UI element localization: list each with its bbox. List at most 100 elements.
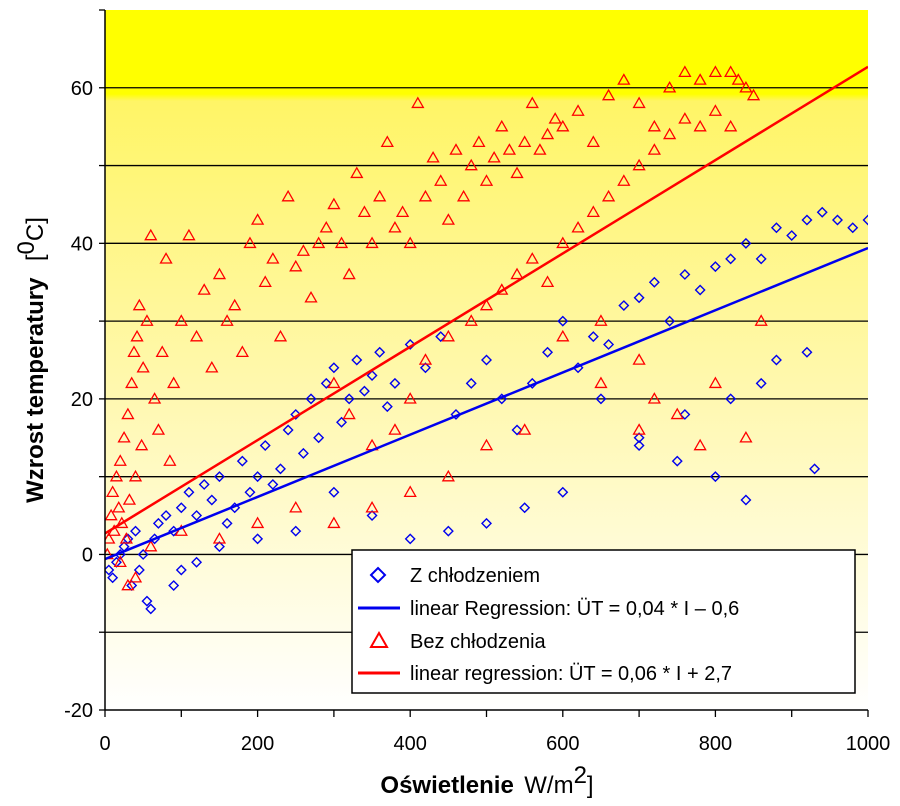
data-point-bez-chlodzenia (105, 532, 116, 544)
data-point-z-chlodzeniem (755, 253, 767, 265)
data-point-z-chlodzeniem (862, 214, 868, 226)
data-point-bez-chlodzenia (525, 252, 539, 264)
data-point-bez-chlodzenia (167, 376, 181, 389)
legend-label-z-chlodzeniem: Z chłodzeniem (410, 565, 540, 587)
data-point-bez-chlodzenia (304, 290, 318, 303)
x-axis-label: Oświetlenie W/m2] (380, 762, 593, 799)
data-point-bez-chlodzenia (319, 220, 333, 233)
data-point-z-chlodzeniem (801, 214, 813, 226)
data-point-bez-chlodzenia (136, 360, 150, 373)
data-point-bez-chlodzenia (113, 454, 127, 466)
data-point-bez-chlodzenia (121, 578, 135, 591)
data-point-bez-chlodzenia (739, 430, 753, 443)
regression-line-blue (105, 246, 868, 561)
data-point-bez-chlodzenia (174, 314, 188, 326)
data-point-bez-chlodzenia (112, 500, 126, 513)
data-point-bez-chlodzenia (594, 376, 608, 389)
x-tick-label: 400 (394, 733, 427, 755)
data-point-bez-chlodzenia (746, 88, 761, 101)
y-axis-label: Wzrost temperatury [0C] (13, 217, 49, 503)
data-point-bez-chlodzenia (464, 158, 478, 171)
data-point-bez-chlodzenia (441, 329, 455, 342)
data-point-bez-chlodzenia (586, 135, 600, 147)
data-point-z-chlodzeniem (603, 338, 615, 350)
data-point-bez-chlodzenia (571, 220, 585, 233)
data-point-bez-chlodzenia (312, 236, 326, 249)
legend-label-bez-chlodzenia: Bez chłodzenia (410, 631, 547, 653)
data-point-z-chlodzeniem (435, 331, 447, 343)
data-point-z-chlodzeniem (770, 354, 782, 366)
data-point-bez-chlodzenia (418, 189, 433, 202)
data-point-bez-chlodzenia (342, 267, 356, 280)
data-point-bez-chlodzenia (647, 143, 661, 155)
data-point-z-chlodzeniem (160, 510, 172, 522)
legend-marker-diamond (369, 566, 387, 584)
data-point-bez-chlodzenia (403, 236, 417, 249)
data-point-z-chlodzeniem (107, 572, 119, 584)
data-point-bez-chlodzenia (127, 345, 141, 357)
data-point-bez-chlodzenia (373, 189, 387, 202)
data-point-z-chlodzeniem (366, 510, 378, 522)
data-point-bez-chlodzenia (125, 376, 139, 389)
x-axis-label-bold: Oświetlenie (380, 772, 513, 799)
data-point-bez-chlodzenia (495, 119, 509, 132)
data-point-bez-chlodzenia (464, 314, 478, 326)
data-point-bez-chlodzenia (525, 96, 539, 109)
y-axis-label-bold: Wzrost temperatury (22, 277, 49, 503)
data-point-bez-chlodzenia (144, 228, 158, 241)
data-point-z-chlodzeniem (137, 548, 149, 560)
data-point-bez-chlodzenia (182, 228, 196, 241)
data-point-bez-chlodzenia (212, 267, 227, 280)
data-point-bez-chlodzenia (334, 236, 349, 249)
data-point-bez-chlodzenia (327, 197, 341, 210)
data-point-z-chlodzeniem (282, 424, 294, 436)
data-point-bez-chlodzenia (754, 314, 768, 326)
data-point-bez-chlodzenia (632, 423, 646, 435)
data-point-bez-chlodzenia (472, 135, 486, 147)
data-point-bez-chlodzenia (533, 143, 547, 155)
data-point-bez-chlodzenia (540, 275, 555, 287)
data-point-z-chlodzeniem (725, 253, 737, 265)
data-point-bez-chlodzenia (510, 267, 524, 280)
data-point-bez-chlodzenia (487, 150, 501, 163)
data-point-bez-chlodzenia (662, 127, 677, 140)
data-point-z-chlodzeniem (221, 517, 233, 529)
data-point-z-chlodzeniem (481, 354, 492, 366)
x-tick-label: 0 (99, 733, 110, 755)
data-point-z-chlodzeniem (709, 471, 721, 483)
data-point-bez-chlodzenia (365, 236, 379, 249)
data-point-bez-chlodzenia (128, 469, 143, 482)
y-tick-label: 0 (82, 544, 93, 566)
x-tick-label: 1000 (846, 733, 891, 755)
data-point-bez-chlodzenia (571, 104, 585, 116)
data-point-z-chlodzeniem (328, 362, 340, 374)
data-point-bez-chlodzenia (426, 150, 440, 163)
data-point-z-chlodzeniem (511, 424, 523, 436)
data-point-bez-chlodzenia (411, 96, 425, 109)
data-point-bez-chlodzenia (388, 220, 402, 233)
data-point-bez-chlodzenia (350, 166, 364, 179)
y-axis-label-sup: 0 (13, 241, 40, 254)
data-point-z-chlodzeniem (130, 525, 142, 537)
data-point-z-chlodzeniem (450, 408, 462, 420)
data-point-z-chlodzeniem (542, 346, 554, 358)
x-tick-label: 600 (546, 733, 579, 755)
data-point-bez-chlodzenia (708, 104, 723, 116)
x-axis-label-unit: W/m (524, 772, 573, 799)
data-point-z-chlodzeniem (206, 494, 218, 506)
data-point-z-chlodzeniem (755, 377, 767, 389)
data-point-z-chlodzeniem (105, 564, 115, 576)
data-point-bez-chlodzenia (632, 353, 646, 365)
legend-marker-triangle (369, 630, 389, 648)
data-point-bez-chlodzenia (365, 500, 379, 513)
data-point-bez-chlodzenia (708, 65, 723, 77)
data-point-z-chlodzeniem (381, 401, 393, 413)
series-z-chlodzeniem-points (105, 206, 868, 615)
data-point-bez-chlodzenia (510, 166, 524, 179)
data-point-z-chlodzeniem (141, 595, 153, 607)
data-point-bez-chlodzenia (235, 345, 249, 357)
data-point-bez-chlodzenia (388, 423, 402, 435)
data-point-z-chlodzeniem (236, 455, 248, 467)
data-point-bez-chlodzenia (140, 314, 154, 326)
